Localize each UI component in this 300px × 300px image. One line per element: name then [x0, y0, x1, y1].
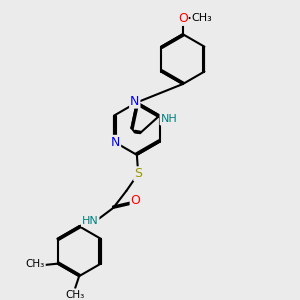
- Text: N: N: [111, 136, 120, 149]
- Text: CH₃: CH₃: [65, 290, 84, 299]
- Text: CH₃: CH₃: [191, 14, 212, 23]
- Text: NH: NH: [160, 115, 177, 124]
- Text: S: S: [134, 167, 142, 180]
- Text: O: O: [130, 194, 140, 206]
- Text: O: O: [178, 12, 188, 25]
- Text: CH₃: CH₃: [26, 260, 45, 269]
- Text: HN: HN: [82, 216, 98, 226]
- Text: N: N: [130, 94, 140, 108]
